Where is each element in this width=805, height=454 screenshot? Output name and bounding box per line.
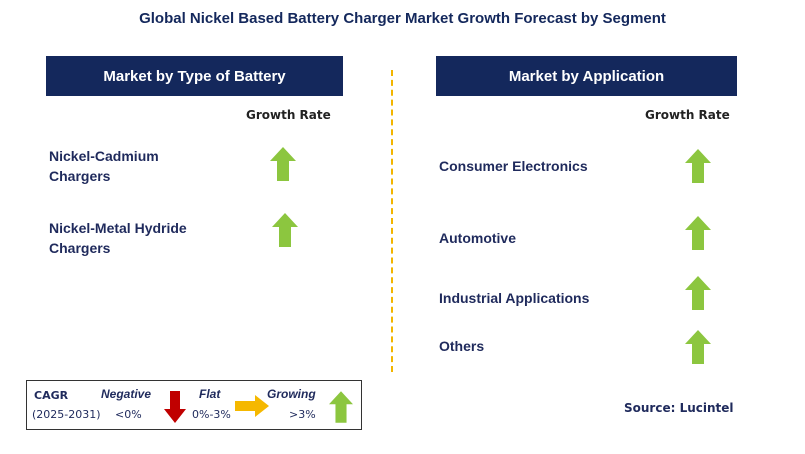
source-label: Source: Lucintel: [624, 401, 734, 415]
growing-arrow-icon: [270, 147, 296, 186]
flat-arrow-icon: [235, 395, 269, 422]
growing-arrow-icon: [272, 213, 298, 252]
segment-label-others: Others: [439, 338, 485, 354]
cagr-legend: CAGR (2025-2031) Negative <0% Flat 0%-3%…: [26, 380, 362, 430]
growing-arrow-icon: [685, 330, 711, 369]
growing-arrow-icon: [685, 216, 711, 255]
segment-label-consumer-electronics: Consumer Electronics: [439, 158, 588, 174]
segment-label-automotive: Automotive: [439, 230, 516, 246]
right-growth-rate-label: Growth Rate: [645, 108, 730, 122]
left-growth-rate-label: Growth Rate: [246, 108, 331, 122]
segment-label-industrial-applications: Industrial Applications: [439, 290, 590, 306]
growing-arrow-icon: [329, 391, 353, 428]
growing-arrow-icon: [685, 276, 711, 315]
legend-growing-range: >3%: [289, 408, 316, 421]
legend-flat-range: 0%-3%: [192, 408, 231, 421]
panel-divider: [391, 70, 393, 372]
legend-period-label: (2025-2031): [32, 408, 101, 421]
segment-label-nickel-metal-hydride: Nickel-Metal Hydride Chargers: [49, 220, 187, 256]
right-panel-header: Market by Application: [436, 56, 737, 96]
page-title: Global Nickel Based Battery Charger Mark…: [139, 10, 666, 27]
legend-growing-label: Growing: [267, 387, 316, 401]
negative-arrow-icon: [164, 391, 186, 428]
legend-negative-range: <0%: [115, 408, 142, 421]
segment-label-nickel-cadmium: Nickel-Cadmium Chargers: [49, 148, 159, 184]
growing-arrow-icon: [685, 149, 711, 188]
legend-negative-label: Negative: [101, 387, 152, 401]
left-panel-header: Market by Type of Battery: [46, 56, 343, 96]
legend-cagr-label: CAGR: [34, 389, 69, 402]
legend-flat-label: Flat: [199, 387, 221, 401]
